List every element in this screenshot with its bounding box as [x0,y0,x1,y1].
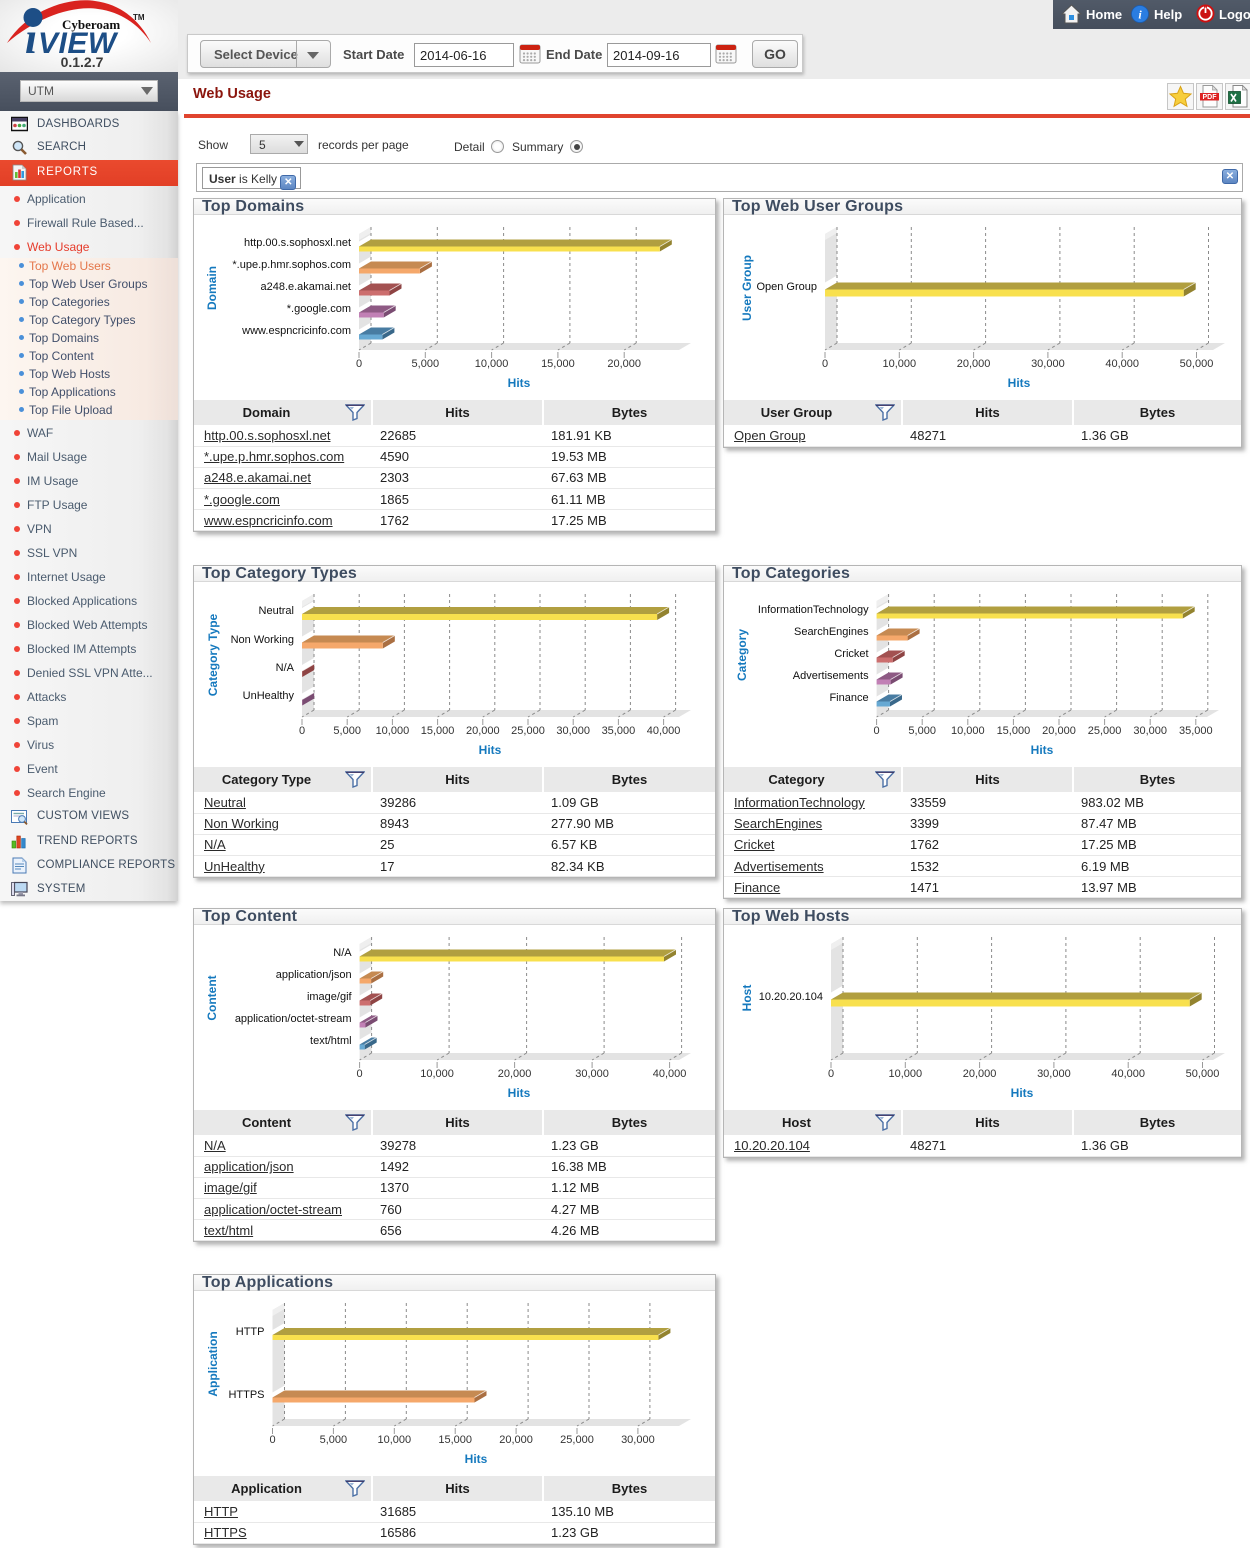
svg-text:10,000: 10,000 [377,1434,411,1446]
svg-text:20,000: 20,000 [499,1434,533,1446]
svg-text:10,000: 10,000 [888,1068,922,1080]
svg-text:30,000: 30,000 [621,1434,655,1446]
svg-text:0: 0 [356,358,362,370]
svg-text:30,000: 30,000 [1037,1068,1071,1080]
svg-text:30,000: 30,000 [556,725,590,737]
svg-text:20,000: 20,000 [466,725,500,737]
svg-text:35,000: 35,000 [1179,725,1213,737]
svg-text:50,000: 50,000 [1186,1068,1220,1080]
svg-text:VIEW: VIEW [38,27,119,60]
svg-text:0: 0 [269,1434,275,1446]
svg-text:15,000: 15,000 [541,358,575,370]
svg-text:Cyberoam: Cyberoam [62,17,120,32]
svg-text:10,000: 10,000 [951,725,985,737]
svg-text:10,000: 10,000 [882,358,916,370]
svg-text:10,000: 10,000 [420,1068,454,1080]
svg-text:15,000: 15,000 [438,1434,472,1446]
svg-text:40,000: 40,000 [647,725,681,737]
svg-text:20,000: 20,000 [957,358,991,370]
svg-text:0: 0 [822,358,828,370]
svg-text:TM: TM [133,13,145,22]
svg-text:40,000: 40,000 [1111,1068,1145,1080]
svg-text:25,000: 25,000 [1088,725,1122,737]
svg-text:0.1.2.7: 0.1.2.7 [61,54,104,70]
svg-text:15,000: 15,000 [421,725,455,737]
svg-text:30,000: 30,000 [1031,358,1065,370]
svg-text:20,000: 20,000 [498,1068,532,1080]
svg-text:40,000: 40,000 [1105,358,1139,370]
svg-text:0: 0 [299,725,305,737]
svg-text:10,000: 10,000 [376,725,410,737]
svg-text:10,000: 10,000 [475,358,509,370]
svg-text:0: 0 [874,725,880,737]
svg-text:i: i [1138,8,1142,22]
svg-text:30,000: 30,000 [1133,725,1167,737]
svg-text:20,000: 20,000 [963,1068,997,1080]
svg-text:25,000: 25,000 [560,1434,594,1446]
svg-text:25,000: 25,000 [511,725,545,737]
svg-text:40,000: 40,000 [653,1068,687,1080]
svg-text:0: 0 [357,1068,363,1080]
svg-text:5,000: 5,000 [333,725,361,737]
svg-text:20,000: 20,000 [1042,725,1076,737]
svg-text:15,000: 15,000 [997,725,1031,737]
svg-text:5,000: 5,000 [412,358,440,370]
svg-text:5,000: 5,000 [908,725,936,737]
svg-text:ı: ı [25,14,37,63]
svg-text:20,000: 20,000 [607,358,641,370]
svg-text:PDF: PDF [1203,94,1218,101]
svg-text:50,000: 50,000 [1180,358,1214,370]
svg-text:35,000: 35,000 [602,725,636,737]
svg-text:30,000: 30,000 [575,1068,609,1080]
svg-text:0: 0 [828,1068,834,1080]
svg-text:5,000: 5,000 [320,1434,348,1446]
